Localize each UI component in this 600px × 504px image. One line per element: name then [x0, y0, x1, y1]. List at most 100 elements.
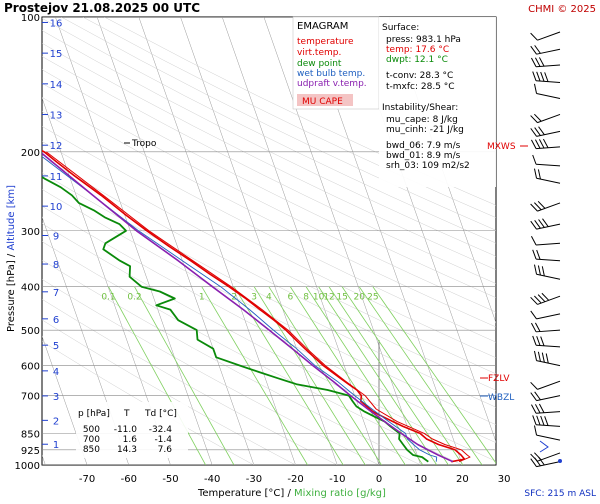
- isotherm-line: [42, 97, 171, 465]
- mixing-ratio-line: [372, 286, 496, 464]
- wind-barb-feather: [542, 138, 549, 149]
- wind-barb-shaft: [536, 273, 561, 280]
- wind-barb-feather: [534, 127, 541, 136]
- x-tick-label: -10: [329, 474, 345, 485]
- table-cell: 500: [83, 425, 100, 435]
- dry-adiabat: [42, 82, 496, 313]
- wind-barb: [532, 415, 561, 427]
- wind-barb: [530, 31, 561, 41]
- wind-barb-shaft: [536, 395, 561, 402]
- wind-barb-feather: [534, 139, 541, 149]
- wind-barb: [530, 57, 561, 68]
- surface-temp: temp: 17.6 °C: [386, 45, 449, 55]
- altitude-tick-label: 13: [50, 111, 63, 122]
- mixing-ratio-line: [341, 286, 464, 465]
- wind-barb-feather: [540, 71, 545, 82]
- wind-barb-feather: [541, 292, 550, 301]
- table-cell: -32.4: [149, 425, 173, 435]
- wind-barb: [530, 218, 561, 230]
- table-cell: 14.3: [117, 445, 137, 455]
- wind-barb-feather: [541, 352, 545, 363]
- y-tick-label: 300: [21, 227, 40, 238]
- wind-barb-shaft: [536, 242, 561, 246]
- wind-barb-feather: [536, 415, 541, 426]
- y-axis-title-altitude: Altitude [km]: [6, 185, 17, 251]
- wind-barb-feather: [532, 415, 537, 425]
- dry-adiabat: [42, 17, 496, 244]
- x-tick-label: 0: [376, 474, 382, 485]
- wind-barb: [532, 249, 561, 262]
- isotherm-line: [55, 17, 213, 465]
- mixing-ratio-label: 25: [367, 293, 378, 303]
- x-tick-label: -60: [121, 474, 137, 485]
- wind-barb-shaft: [537, 452, 561, 462]
- surface-tconv: t-conv: 28.3 °C: [386, 71, 453, 81]
- isotherm-line: [221, 17, 380, 465]
- wind-barb-feather: [533, 425, 538, 436]
- table-cell: 7.6: [158, 445, 173, 455]
- mixing-ratio-line: [108, 286, 206, 465]
- wind-barb-feather: [530, 32, 538, 41]
- mixing-ratio-label: 20: [354, 293, 366, 303]
- wind-barb-feather: [538, 456, 545, 466]
- wind-barb-feather: [530, 310, 537, 320]
- dry-adiabat: [42, 156, 496, 391]
- wind-barb-feather: [530, 458, 537, 467]
- mixing-ratio-line: [134, 286, 235, 465]
- wind-barb-feather: [534, 295, 542, 304]
- mixing-ratio-label: 10: [313, 293, 325, 303]
- dry-adiabat: [42, 126, 496, 359]
- mixing-ratio-line: [289, 286, 406, 465]
- altitude-tick-label: 8: [53, 260, 59, 271]
- altitude-tick-label: 3: [53, 392, 59, 403]
- wind-barb: [530, 322, 561, 333]
- x-tick-label: -20: [287, 474, 303, 485]
- dry-adiabat: [42, 42, 496, 271]
- wind-barb-shaft: [537, 31, 561, 41]
- y-axis-title-sep: /: [6, 251, 17, 261]
- wind-barb-feather: [538, 139, 545, 149]
- altitude-tick-label: 15: [50, 49, 63, 60]
- x-tick-label: 10: [414, 474, 427, 485]
- isotherm-line: [0, 17, 4, 465]
- isotherm-line: [42, 216, 130, 465]
- wind-barb-feather: [536, 71, 541, 82]
- wind-barb-feather: [533, 264, 538, 275]
- wind-barb-feather: [538, 57, 545, 67]
- wind-barb-shaft: [536, 329, 561, 333]
- instability-mu-cape: mu_cape: 8 J/kg: [386, 115, 458, 125]
- table-cell: -11.0: [114, 425, 138, 435]
- x-axis-title-mix: Mixing ratio [g/kg]: [294, 488, 386, 499]
- wind-barb-feather: [537, 294, 546, 303]
- legend-item-temperature: temperature: [297, 37, 354, 47]
- wind-barb-feather: [532, 71, 537, 81]
- wind-barb-shaft: [536, 163, 561, 167]
- wind-barb-shaft: [537, 113, 561, 124]
- wind-barb: [530, 236, 561, 246]
- wind-barb-feather: [534, 202, 542, 211]
- wind-barb-shaft: [536, 313, 561, 320]
- table-cell: 1.6: [123, 435, 138, 445]
- credit-label: CHMI © 2025: [528, 4, 596, 15]
- wind-barb-feather: [542, 218, 549, 227]
- wind-barb-feather: [533, 168, 538, 179]
- altitude-tick-label: 4: [53, 367, 59, 378]
- instability-bwd-06: bwd_06: 7.9 m/s: [386, 141, 461, 151]
- mixing-ratio-label: 12: [323, 293, 334, 303]
- surface-heading: Surface:: [382, 23, 419, 33]
- series-line-wet-bulb-temp: [42, 155, 438, 462]
- wind-barb-feather: [534, 57, 541, 67]
- mixing-ratio-line: [358, 286, 483, 465]
- altitude-tick-label: 11: [50, 172, 63, 183]
- surface-tmxfc: t-mxfc: 28.5 °C: [386, 82, 455, 92]
- wind-barb: [530, 200, 561, 212]
- fzlv-label: FZLV: [488, 374, 510, 384]
- wind-barbs-layer: [530, 31, 562, 468]
- y-tick-label: 850: [21, 429, 40, 440]
- isotherm-line: [96, 17, 255, 465]
- surface-press: press: 983.1 hPa: [386, 35, 461, 45]
- dry-adiabat: [42, 30, 496, 257]
- mixing-ratio-label: 4: [266, 293, 272, 303]
- mixing-ratio-line: [201, 286, 308, 465]
- instability-heading: Instability/Shear:: [382, 103, 458, 113]
